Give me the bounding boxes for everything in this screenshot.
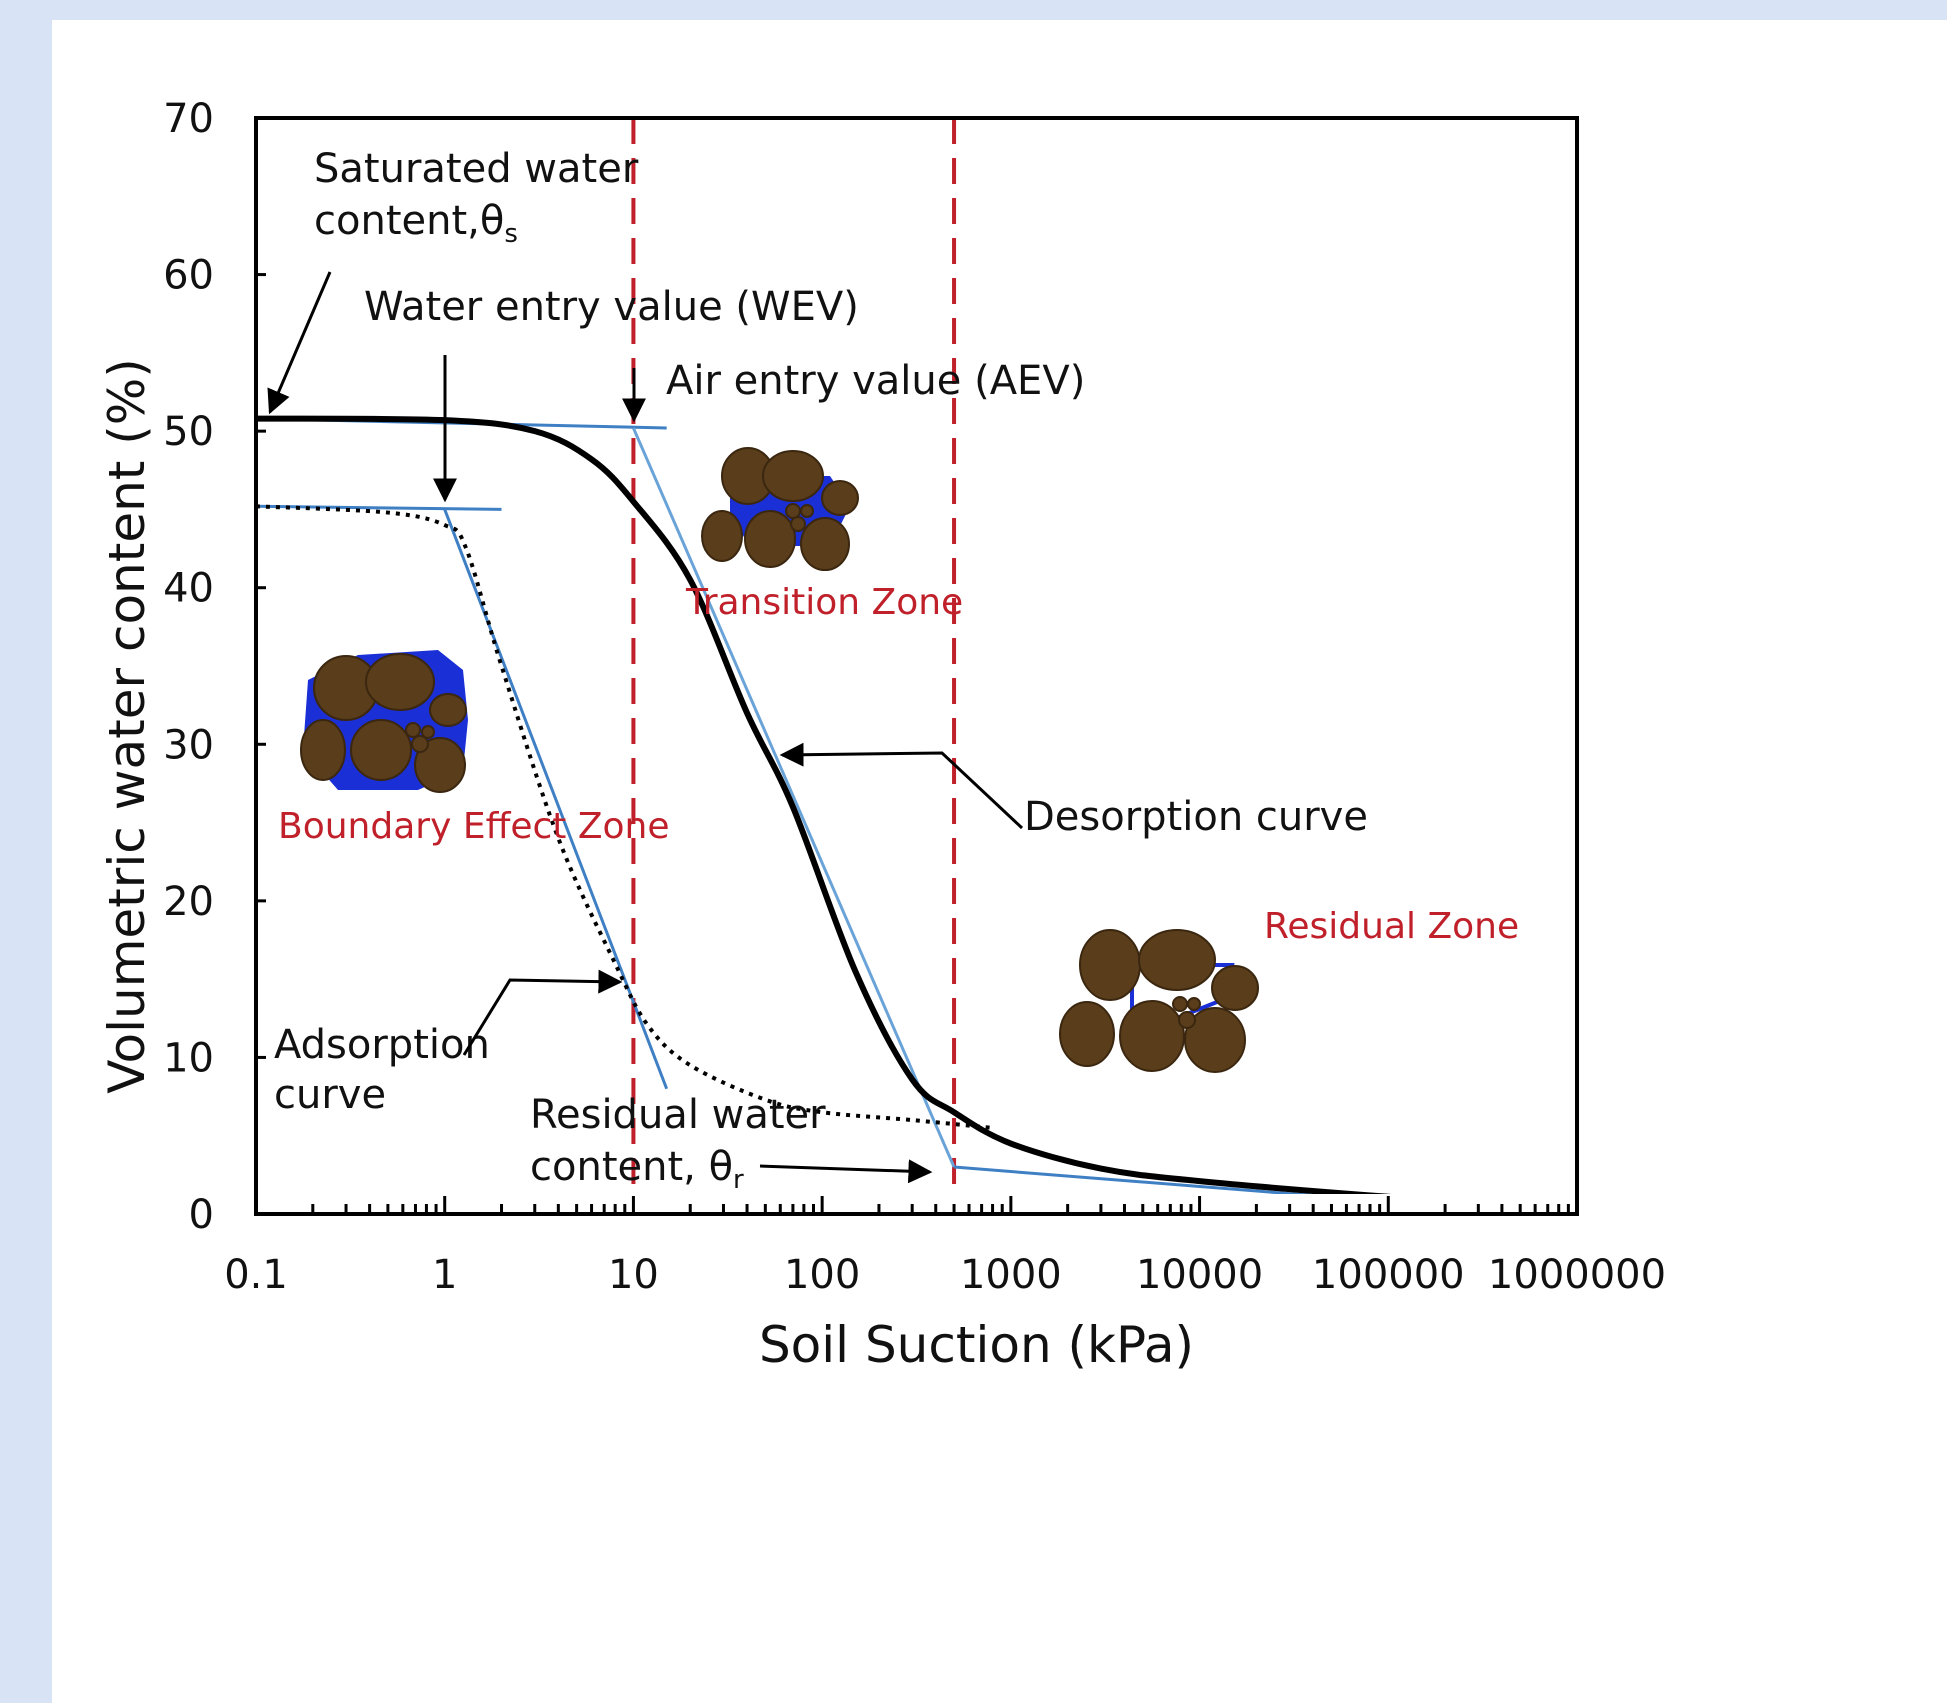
arrow-desorption (779, 742, 1024, 830)
x-tick-label: 1000 (960, 1252, 1062, 1298)
tangent-line-1 (632, 427, 956, 1168)
annotation-saturated-water-line2: content,θs (314, 198, 518, 249)
x-tick-label: 100000 (1312, 1252, 1465, 1298)
annotation-water-entry-value: Water entry value (WEV) (364, 284, 859, 330)
x-tick-label: 1000000 (1488, 1252, 1666, 1298)
arrow-residual (759, 1159, 933, 1184)
soil-particles-residual-illustration (1059, 929, 1259, 1073)
arrow-adsorption (462, 969, 623, 1056)
y-tick-label: 60 (163, 253, 214, 299)
x-tick-label: 10000 (1136, 1252, 1263, 1298)
annotation-air-entry-value: Air entry value (AEV) (666, 358, 1085, 404)
y-tick-label: 30 (163, 722, 214, 768)
annotation-residual-water-line1: Residual water (530, 1092, 826, 1138)
zone-label-transition: Transition Zone (685, 582, 963, 623)
x-axis-title: Soil Suction (kPa) (759, 1316, 1194, 1374)
annotation-adsorption-line1: Adsorption (274, 1022, 490, 1068)
y-tick-label: 0 (189, 1192, 214, 1238)
arrow-saturated (267, 271, 332, 415)
x-tick-label: 1 (432, 1252, 457, 1298)
y-tick-label: 40 (163, 566, 214, 612)
annotation-saturated-water-line1: Saturated water (314, 146, 639, 192)
y-tick-label: 10 (163, 1035, 214, 1081)
tangent-line-4 (953, 1165, 1314, 1194)
zone-label-boundary-effect: Boundary Effect Zone (278, 806, 670, 847)
y-tick-label: 20 (163, 879, 214, 925)
soil-water-characteristic-chart: Boundary Effect Zone Transition Zone Res… (98, 96, 1666, 1374)
x-tick-label: 0.1 (224, 1252, 288, 1298)
series-line-desorption-curve (255, 415, 1392, 1194)
annotation-desorption-curve: Desorption curve (1024, 794, 1368, 840)
series-line-adsorption-curve (255, 504, 993, 1130)
annotation-arrows (267, 271, 1024, 1184)
chart-panel: Boundary Effect Zone Transition Zone Res… (52, 20, 1947, 1703)
x-tick-label: 100 (784, 1252, 860, 1298)
tangent-line-2 (255, 504, 502, 511)
soil-particles-saturated-illustration (300, 650, 468, 793)
annotation-adsorption-line2: curve (274, 1072, 386, 1118)
x-tick-label: 10 (608, 1252, 659, 1298)
y-axis-title: Volumetric water content (%) (98, 358, 156, 1094)
annotation-residual-water-line2: content, θr (530, 1144, 744, 1195)
soil-particles-transition-illustration (701, 447, 859, 571)
tangent-line-3 (443, 508, 669, 1090)
y-tick-label: 50 (163, 409, 214, 455)
zone-label-residual: Residual Zone (1264, 906, 1519, 947)
plot-frame (254, 116, 1579, 1216)
y-tick-label: 70 (163, 96, 214, 142)
